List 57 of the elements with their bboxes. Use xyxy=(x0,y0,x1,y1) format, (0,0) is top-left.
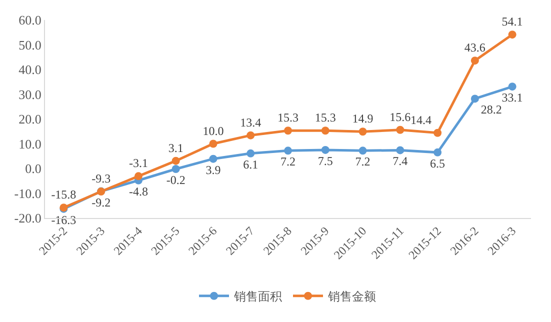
y-tick-label: 20.0 xyxy=(18,112,42,127)
point xyxy=(434,148,442,156)
data-label: -9.3 xyxy=(92,172,111,186)
legend-label: 销售金额 xyxy=(327,290,376,304)
data-label: 14.4 xyxy=(410,112,432,127)
data-label: 7.2 xyxy=(280,154,296,169)
point xyxy=(209,154,218,163)
point xyxy=(284,146,292,155)
data-label: 3.9 xyxy=(206,162,221,177)
y-tick-label: -10.0 xyxy=(14,186,42,201)
point xyxy=(470,56,479,65)
data-label: -15.8 xyxy=(51,188,76,202)
y-tick-label: 40.0 xyxy=(18,62,42,78)
data-label: 6.1 xyxy=(243,157,258,172)
data-label: -3.1 xyxy=(128,156,148,170)
data-label: 15.3 xyxy=(278,110,298,125)
data-label: -4.8 xyxy=(128,184,148,198)
point xyxy=(321,146,330,154)
point xyxy=(321,126,330,135)
data-label: 6.5 xyxy=(430,156,446,170)
data-label: 7.2 xyxy=(355,154,370,169)
point xyxy=(434,128,442,137)
point xyxy=(396,146,404,154)
y-tick-label: 50.0 xyxy=(18,37,42,52)
data-label: 7.5 xyxy=(318,154,333,168)
y-tick-label: 60.0 xyxy=(18,12,42,28)
data-label: 15.3 xyxy=(314,110,336,125)
data-label: 54.1 xyxy=(502,14,523,29)
data-label: 28.2 xyxy=(480,102,502,117)
y-tick-label: 30.0 xyxy=(18,86,42,102)
point xyxy=(470,94,479,103)
y-tick-label: 10.0 xyxy=(18,136,42,152)
point xyxy=(358,146,367,155)
data-label: 10.0 xyxy=(202,124,224,138)
data-label: 15.6 xyxy=(390,110,411,124)
point xyxy=(508,82,516,91)
point xyxy=(172,156,180,165)
point xyxy=(396,126,404,134)
point xyxy=(284,126,292,135)
point xyxy=(508,30,516,39)
legend-label: 销售面积 xyxy=(233,290,282,304)
y-tick-label: -20.0 xyxy=(14,210,42,226)
point xyxy=(134,172,142,180)
point xyxy=(358,128,367,136)
data-label: 7.4 xyxy=(392,154,408,168)
point xyxy=(172,165,180,173)
point xyxy=(246,149,255,158)
data-label: 14.9 xyxy=(352,112,374,126)
data-label: -9.2 xyxy=(92,195,111,210)
data-label: 43.6 xyxy=(464,40,486,55)
point xyxy=(246,131,255,140)
y-tick-label: 0.0 xyxy=(25,161,42,176)
point xyxy=(209,140,218,148)
data-label: 33.1 xyxy=(502,90,523,105)
data-label: 3.1 xyxy=(168,140,184,155)
data-label: -0.2 xyxy=(166,173,186,187)
data-label: 13.4 xyxy=(240,115,262,130)
